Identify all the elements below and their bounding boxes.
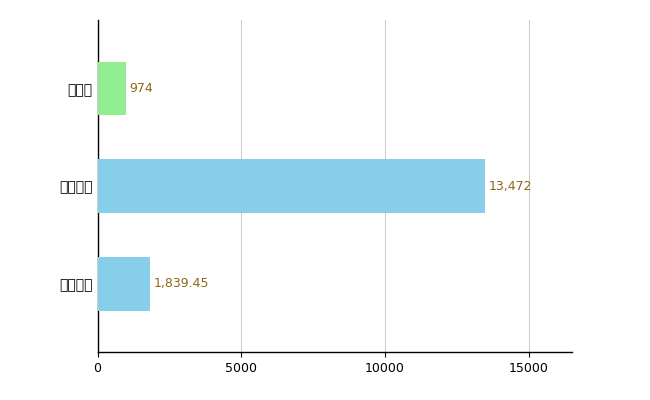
Text: 1,839.45: 1,839.45: [154, 277, 209, 290]
Text: 974: 974: [129, 82, 153, 95]
Text: 13,472: 13,472: [488, 180, 532, 192]
Bar: [98, 257, 150, 310]
Bar: [98, 62, 125, 115]
Bar: [98, 159, 485, 213]
